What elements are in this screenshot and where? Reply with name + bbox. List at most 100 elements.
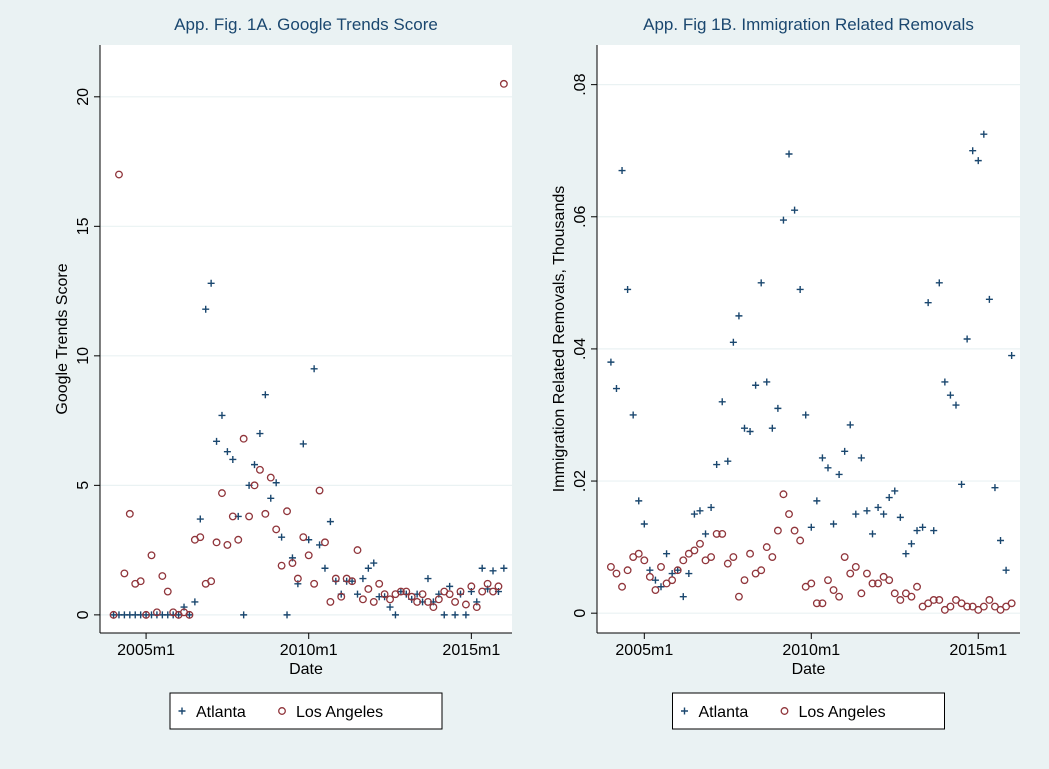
point	[785, 510, 793, 519]
point	[896, 596, 905, 604]
point	[907, 592, 916, 601]
legend-marker	[278, 707, 286, 715]
point	[218, 411, 226, 419]
point	[185, 610, 194, 619]
point	[386, 595, 394, 604]
point	[451, 611, 459, 619]
point	[746, 549, 755, 558]
point	[158, 572, 167, 580]
point	[445, 590, 454, 599]
point	[299, 533, 308, 542]
point	[472, 603, 481, 612]
point	[807, 579, 816, 588]
point	[857, 454, 865, 462]
point	[651, 576, 659, 584]
y-axis-title: Immigration Related Removals, Thousands	[551, 186, 568, 493]
y-tick-label: .06	[572, 206, 589, 228]
point	[251, 461, 258, 469]
point	[240, 611, 248, 619]
point	[489, 587, 497, 596]
y-axis-title: Google Trends Score	[54, 263, 71, 414]
point	[952, 401, 960, 409]
point	[646, 566, 654, 574]
point	[673, 566, 682, 575]
point	[213, 437, 221, 445]
point	[305, 536, 313, 544]
point	[902, 550, 910, 558]
point	[885, 576, 894, 585]
point	[901, 589, 910, 598]
point	[818, 454, 826, 462]
point	[824, 464, 832, 472]
legend-box	[672, 692, 945, 730]
point	[924, 299, 932, 307]
point	[857, 589, 866, 598]
point	[913, 582, 921, 591]
point	[218, 489, 226, 498]
point	[735, 312, 743, 320]
point	[946, 391, 954, 399]
point	[840, 553, 849, 561]
point	[874, 503, 882, 511]
point	[196, 533, 205, 542]
point	[807, 523, 815, 531]
point	[958, 480, 966, 488]
point	[818, 599, 827, 608]
point	[618, 167, 626, 175]
point	[261, 509, 270, 518]
point	[801, 582, 810, 591]
point	[380, 590, 389, 599]
legend-label: Los Angeles	[799, 704, 886, 721]
point	[985, 295, 993, 303]
point	[283, 507, 291, 516]
point	[729, 338, 737, 346]
point	[968, 602, 977, 611]
x-tick-label: 2015m1	[949, 642, 1007, 659]
point	[396, 587, 405, 596]
point	[326, 597, 335, 606]
point	[996, 605, 1005, 614]
plot-area	[597, 45, 1020, 633]
x-tick-label: 2010m1	[280, 642, 338, 659]
point	[418, 590, 427, 599]
point	[239, 434, 248, 443]
point	[862, 569, 871, 578]
point	[337, 592, 346, 601]
point	[684, 549, 693, 558]
point	[152, 608, 161, 617]
point	[163, 587, 172, 596]
point	[785, 150, 793, 158]
point	[935, 279, 943, 287]
point	[830, 520, 838, 528]
point	[272, 479, 280, 487]
point	[364, 564, 372, 572]
y-tick-label: 20	[75, 88, 92, 106]
point	[429, 603, 438, 612]
point	[668, 570, 676, 578]
point	[863, 507, 871, 515]
point	[835, 470, 843, 478]
point	[974, 157, 982, 165]
point	[868, 579, 877, 588]
point	[391, 611, 399, 619]
point	[852, 510, 860, 518]
point	[234, 535, 243, 544]
x-tick-label: 2005m1	[615, 642, 673, 659]
point	[623, 566, 632, 575]
point	[267, 494, 275, 502]
point	[796, 536, 805, 545]
legend-box	[169, 692, 443, 730]
point	[354, 590, 361, 598]
point	[120, 569, 129, 578]
point	[946, 602, 955, 611]
point	[779, 490, 788, 499]
point	[364, 585, 373, 593]
point	[723, 559, 732, 568]
point	[663, 550, 671, 558]
point	[640, 556, 649, 565]
point	[734, 592, 743, 601]
point	[424, 575, 432, 583]
point	[500, 564, 508, 572]
point	[829, 586, 838, 595]
point	[461, 600, 470, 609]
